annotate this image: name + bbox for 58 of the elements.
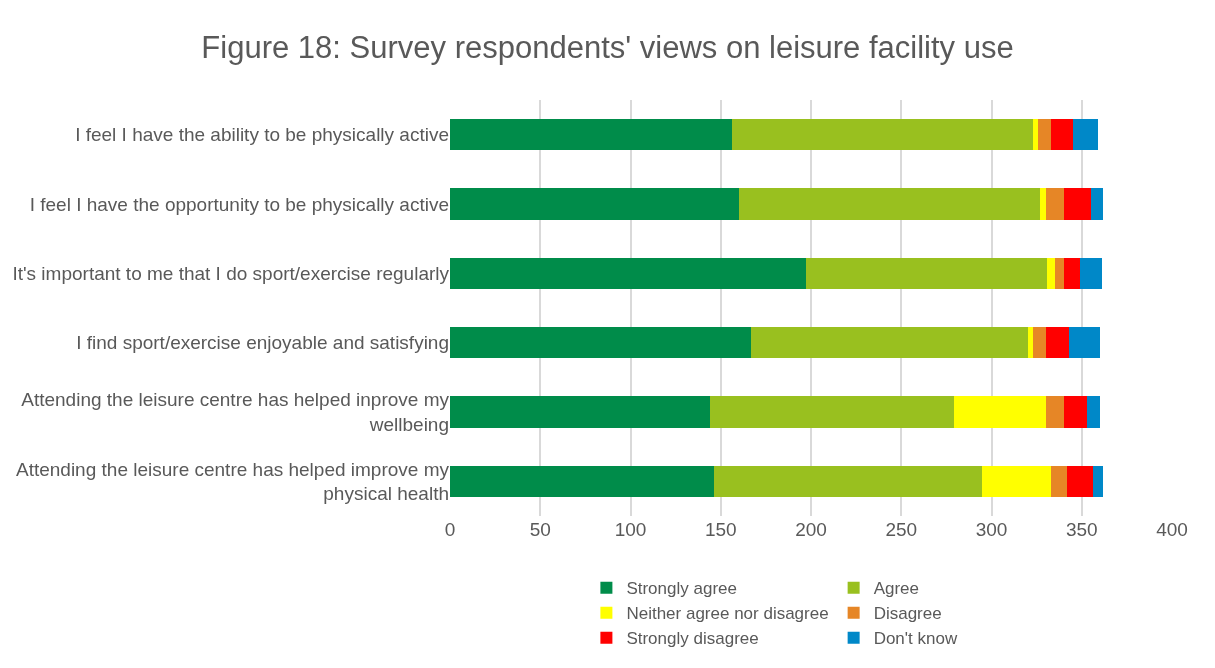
bar [1045, 188, 1064, 220]
bar [1079, 257, 1102, 289]
bar [1045, 396, 1064, 428]
legend-label: Neither agree nor disagree [626, 604, 829, 624]
bar [1067, 465, 1093, 497]
bar [450, 396, 710, 428]
bar [1038, 119, 1052, 151]
x-tick-label: 200 [795, 519, 827, 540]
bar [1045, 327, 1070, 359]
bar [1051, 465, 1068, 497]
bar [1051, 119, 1073, 151]
bar [709, 396, 954, 428]
bar [1027, 327, 1034, 359]
bar [751, 327, 1028, 359]
legend-label: Agree [873, 579, 920, 599]
bar [1092, 465, 1104, 497]
bar [1033, 327, 1046, 359]
bar [953, 396, 1046, 428]
bar [1063, 257, 1080, 289]
bar [450, 119, 732, 151]
bar [805, 257, 1048, 289]
bar [1063, 396, 1088, 428]
legend-label: Don't know [873, 629, 958, 649]
bar [982, 465, 1052, 497]
legend-label: Strongly agree [626, 579, 737, 599]
bar [1054, 257, 1064, 289]
x-tick-label: 350 [1065, 519, 1098, 540]
x-tick-label: 250 [885, 519, 918, 540]
y-tick-label: I feel I have the ability to be physically active [75, 124, 449, 146]
y-tick-label: Attending the leisure centre has helped inprove my wellbeing [21, 389, 450, 435]
bar [731, 119, 1034, 151]
y-tick-label: I find sport/exercise enjoyable and satisfying [76, 332, 449, 354]
bar [450, 188, 739, 220]
bar [1090, 188, 1104, 220]
bar [1033, 119, 1039, 151]
chart-title: Figure 18: Survey respondents' views on leisure facility use [201, 29, 1014, 65]
bar [1047, 257, 1055, 289]
bar [450, 327, 752, 359]
y-tick-label: Attending the leisure centre has helped improve my physical health [15, 458, 450, 505]
bar [450, 465, 714, 497]
x-tick-label: 100 [614, 519, 647, 540]
y-tick-label: It's important to me that I do sport/exercise regularly [12, 262, 450, 284]
bar [738, 188, 1041, 220]
x-tick-label: 400 [1156, 519, 1188, 540]
bar [1040, 188, 1046, 220]
legend-label: Strongly disagree [626, 629, 759, 649]
bar [1072, 119, 1098, 151]
bar [1087, 396, 1100, 428]
x-tick-label: 50 [529, 519, 551, 540]
x-tick-label: 150 [704, 519, 737, 540]
x-tick-label: 300 [975, 519, 1008, 540]
legend-label: Disagree [873, 604, 942, 624]
x-tick-label: 0 [444, 519, 456, 540]
bar [1069, 327, 1100, 359]
bar [450, 257, 806, 289]
y-tick-label: I feel I have the opportunity to be physically active [29, 193, 449, 215]
bar [713, 465, 983, 497]
bar [1063, 188, 1091, 220]
